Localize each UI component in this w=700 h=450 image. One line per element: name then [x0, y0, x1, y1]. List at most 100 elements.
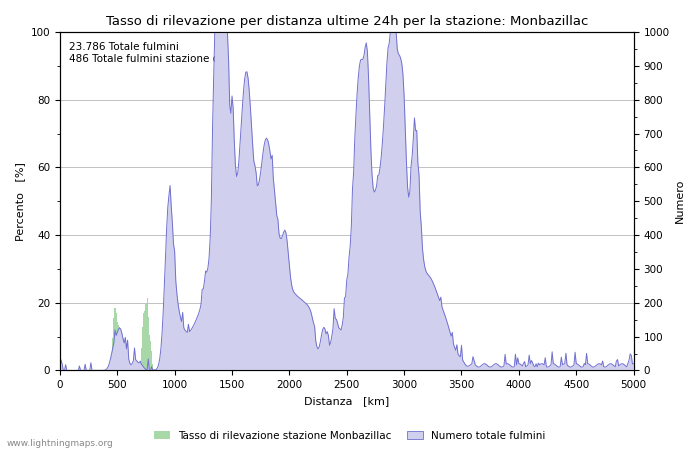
- Bar: [283, 364, 284, 370]
- Bar: [259, 369, 260, 370]
- Text: 23.786 Totale fulmini
486 Totale fulmini stazione di: 23.786 Totale fulmini 486 Totale fulmini…: [69, 42, 222, 64]
- Bar: [142, 327, 143, 370]
- Bar: [286, 368, 288, 370]
- Bar: [206, 358, 207, 370]
- Bar: [257, 359, 258, 370]
- Bar: [288, 360, 289, 370]
- Legend: Tasso di rilevazione stazione Monbazillac, Numero totale fulmini: Tasso di rilevazione stazione Monbazilla…: [150, 427, 550, 445]
- Bar: [162, 364, 164, 370]
- Bar: [282, 366, 283, 370]
- Bar: [252, 361, 253, 370]
- Bar: [340, 360, 342, 370]
- Bar: [290, 360, 291, 370]
- Bar: [329, 355, 330, 370]
- Bar: [273, 369, 274, 370]
- Bar: [314, 369, 315, 370]
- Bar: [225, 362, 227, 370]
- Bar: [229, 336, 230, 370]
- Bar: [113, 318, 114, 370]
- Bar: [300, 354, 302, 370]
- Bar: [256, 364, 257, 370]
- Bar: [312, 360, 313, 370]
- Bar: [293, 365, 295, 370]
- Bar: [267, 368, 268, 370]
- Bar: [313, 364, 314, 370]
- Bar: [236, 355, 237, 370]
- Bar: [110, 365, 111, 370]
- Bar: [298, 368, 299, 370]
- Bar: [264, 351, 265, 370]
- Bar: [221, 362, 223, 370]
- Bar: [121, 336, 122, 370]
- Bar: [230, 346, 232, 370]
- Bar: [219, 345, 220, 370]
- Bar: [167, 236, 168, 370]
- Bar: [342, 365, 343, 370]
- Bar: [153, 369, 155, 370]
- Bar: [235, 348, 236, 370]
- Bar: [268, 362, 270, 370]
- Bar: [176, 363, 178, 370]
- Bar: [295, 365, 297, 370]
- Bar: [323, 369, 324, 370]
- Bar: [209, 358, 211, 370]
- Bar: [331, 369, 332, 370]
- Bar: [212, 338, 213, 370]
- Bar: [277, 369, 279, 370]
- Bar: [114, 308, 116, 370]
- Bar: [250, 368, 251, 370]
- Bar: [241, 365, 243, 370]
- Bar: [345, 366, 346, 370]
- Bar: [175, 355, 176, 370]
- Bar: [117, 322, 118, 370]
- X-axis label: Distanza   [km]: Distanza [km]: [304, 396, 389, 406]
- Bar: [139, 363, 141, 370]
- Bar: [258, 364, 259, 370]
- Bar: [120, 333, 121, 370]
- Bar: [266, 368, 267, 370]
- Bar: [270, 362, 272, 370]
- Bar: [281, 369, 282, 370]
- Bar: [166, 278, 167, 370]
- Bar: [125, 361, 126, 370]
- Bar: [228, 346, 229, 370]
- Bar: [244, 364, 245, 370]
- Bar: [292, 369, 293, 370]
- Bar: [149, 335, 150, 370]
- Bar: [122, 338, 124, 370]
- Bar: [291, 368, 292, 370]
- Bar: [276, 364, 277, 370]
- Bar: [143, 314, 144, 370]
- Bar: [150, 341, 151, 370]
- Bar: [234, 355, 235, 370]
- Bar: [322, 364, 323, 370]
- Y-axis label: Numero: Numero: [675, 179, 685, 223]
- Bar: [174, 347, 175, 370]
- Bar: [172, 314, 173, 370]
- Bar: [328, 361, 329, 370]
- Bar: [169, 235, 171, 370]
- Bar: [223, 342, 225, 370]
- Bar: [148, 317, 149, 370]
- Bar: [119, 327, 120, 370]
- Bar: [346, 361, 347, 370]
- Bar: [251, 365, 252, 370]
- Bar: [116, 313, 117, 370]
- Bar: [320, 364, 321, 370]
- Bar: [299, 360, 300, 370]
- Bar: [284, 366, 286, 370]
- Bar: [173, 336, 174, 370]
- Bar: [164, 350, 165, 370]
- Bar: [111, 356, 112, 370]
- Bar: [265, 359, 266, 370]
- Bar: [245, 368, 246, 370]
- Text: www.lightningmaps.org: www.lightningmaps.org: [7, 439, 113, 448]
- Bar: [347, 366, 349, 370]
- Bar: [124, 350, 125, 370]
- Bar: [272, 369, 273, 370]
- Bar: [146, 297, 148, 370]
- Bar: [118, 325, 119, 370]
- Bar: [165, 321, 166, 370]
- Bar: [126, 359, 127, 370]
- Bar: [246, 363, 248, 370]
